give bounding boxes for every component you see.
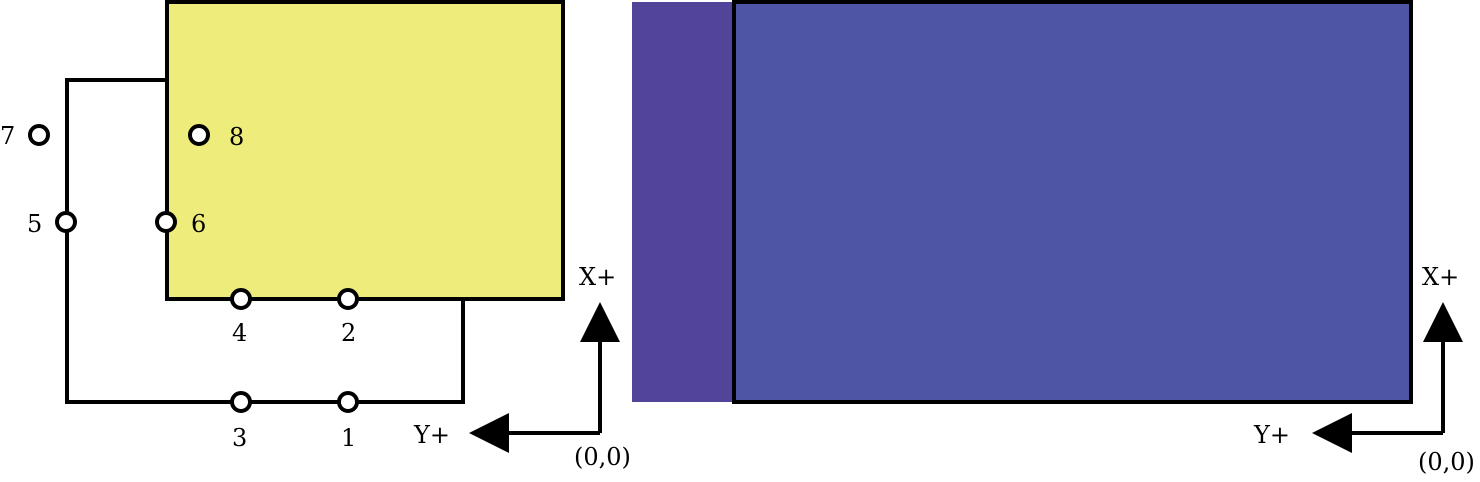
node-5 — [55, 211, 77, 233]
left-y-axis-label: Y+ — [413, 421, 450, 449]
right-axes: X+ Y+ (0,0) — [1253, 263, 1475, 476]
right-origin-label: (0,0) — [1418, 448, 1475, 476]
node-label-4: 4 — [232, 319, 247, 347]
right-x-axis-label: X+ — [1422, 263, 1459, 291]
node-label-6: 6 — [191, 210, 206, 238]
node-1 — [337, 391, 359, 413]
yellow-panel — [165, 0, 565, 301]
left-origin-label: (0,0) — [574, 443, 631, 471]
node-7 — [28, 124, 50, 146]
right-diagram: X+ Y+ (0,0) — [632, 0, 1475, 476]
left-x-axis-label: X+ — [579, 263, 616, 291]
node-label-5: 5 — [27, 210, 42, 238]
right-y-axis-label: Y+ — [1253, 421, 1290, 449]
node-8 — [188, 124, 210, 146]
blue-panel — [732, 0, 1413, 404]
node-label-7: 7 — [0, 122, 15, 150]
node-4 — [230, 288, 252, 310]
node-label-8: 8 — [229, 123, 244, 151]
node-3 — [230, 391, 252, 413]
node-label-1: 1 — [341, 424, 356, 452]
node-6 — [155, 211, 177, 233]
wire-outer-loop — [65, 78, 465, 404]
node-2 — [337, 288, 359, 310]
left-axes: X+ Y+ (0,0) — [413, 263, 631, 471]
node-label-2: 2 — [341, 319, 356, 347]
left-diagram: 7 8 5 6 4 2 3 1 X+ Y+ (0,0) — [0, 0, 631, 471]
node-label-3: 3 — [232, 424, 247, 452]
purple-strip — [632, 2, 734, 402]
